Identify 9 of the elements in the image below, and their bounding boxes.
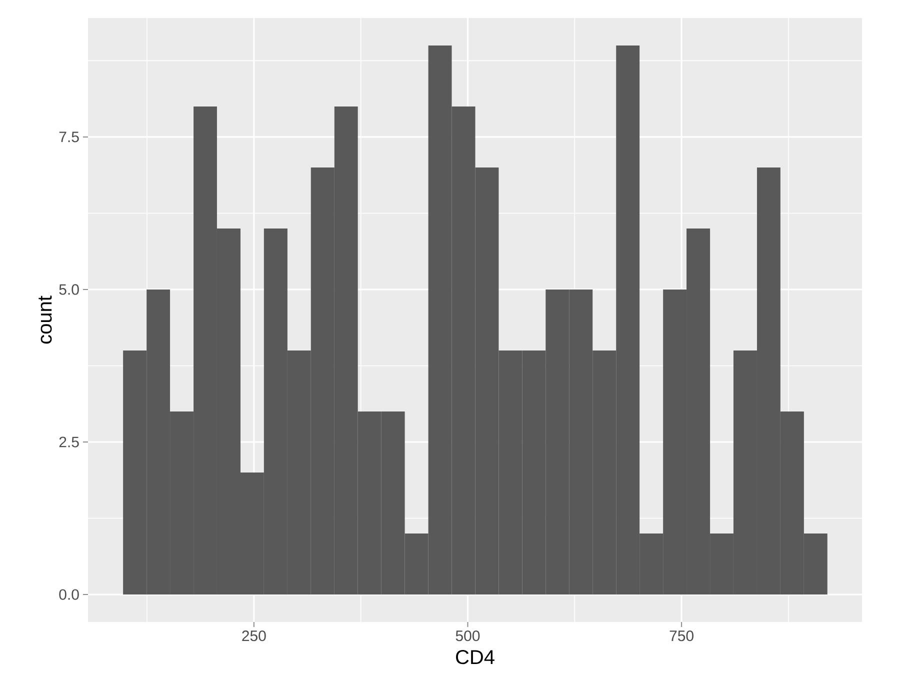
x-tick-label: 500 — [456, 630, 480, 642]
y-tick-label: 2.5 — [59, 436, 79, 448]
y-tick-label: 5.0 — [59, 284, 79, 295]
x-tick-label: 750 — [670, 630, 694, 642]
x-axis-title: CD4 — [456, 650, 494, 664]
x-tick-label: 250 — [242, 630, 266, 642]
y-tick-label: 0.0 — [59, 589, 79, 600]
y-axis-title: count — [38, 296, 52, 344]
y-tick-label: 7.5 — [59, 132, 79, 142]
